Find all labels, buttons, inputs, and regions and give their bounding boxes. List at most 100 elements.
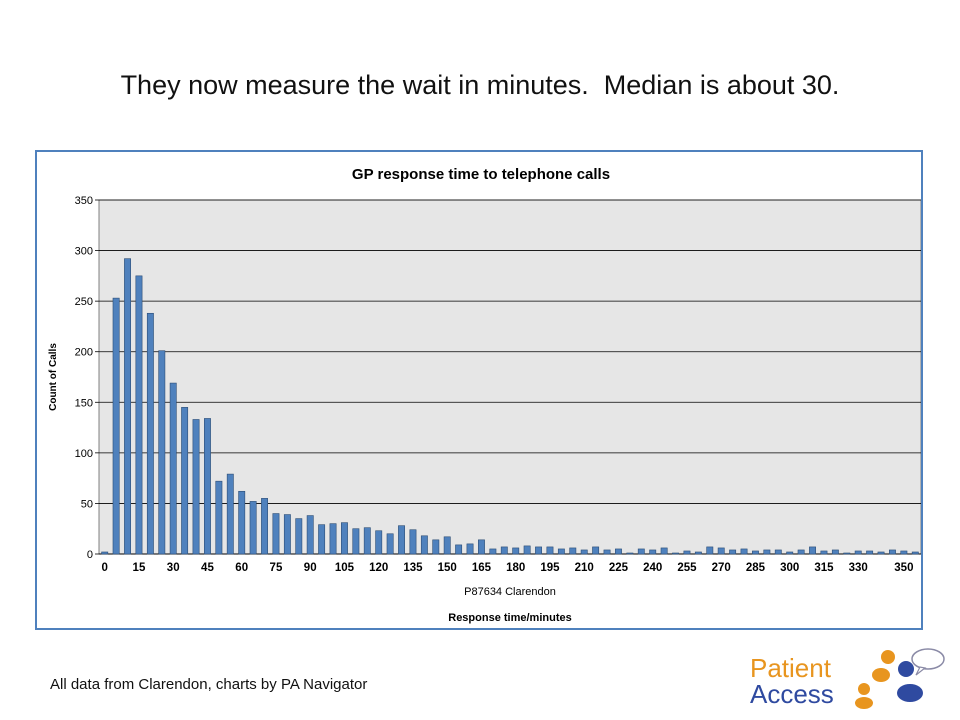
plot-background (98, 199, 921, 555)
bar (580, 549, 588, 555)
bar (420, 535, 428, 555)
bar (557, 548, 565, 555)
bar (318, 524, 326, 555)
slide-title: They now measure the wait in minutes. Me… (120, 70, 840, 100)
chart-frame: GP response time to telephone calls 0 50 1… (35, 150, 923, 630)
people-speech-bubble-icon (855, 648, 945, 709)
bar (489, 548, 497, 555)
x-tick-label: 255 (677, 562, 697, 574)
bar (729, 549, 737, 555)
bar (740, 548, 748, 555)
x-tick-label: 300 (780, 562, 799, 574)
category-label: P87634 Clarendon (464, 586, 556, 598)
x-tick-label: 350 (894, 562, 913, 574)
bar (204, 418, 211, 555)
y-tick-label: 250 (75, 296, 93, 308)
bar (455, 544, 463, 555)
x-tick-label: 90 (304, 562, 317, 574)
x-tick-label: 315 (814, 562, 834, 574)
bar (306, 515, 314, 555)
bar (843, 552, 851, 555)
bar (774, 549, 782, 555)
logo-text-patient: Patient (750, 653, 831, 683)
x-tick-label: 30 (167, 562, 180, 574)
x-tick-label: 225 (609, 562, 629, 574)
y-tick-label: 0 (87, 549, 93, 561)
bar (146, 312, 154, 555)
x-axis: 0 15 30 45 60 75 90 105 120 135 150 165 180 195 210 225… (99, 553, 921, 574)
x-tick-label: 240 (643, 562, 662, 574)
bar (215, 480, 223, 555)
y-tick-label: 350 (75, 195, 93, 207)
bar (135, 275, 143, 555)
x-tick-label: 15 (133, 562, 146, 574)
bar (683, 550, 691, 555)
bar (352, 528, 360, 555)
bar (900, 550, 908, 555)
bar (512, 547, 520, 555)
y-tick-label: 200 (75, 347, 93, 359)
bar (866, 550, 874, 555)
bar (261, 498, 268, 555)
bar (363, 527, 371, 555)
bar (809, 546, 816, 555)
bars (101, 258, 919, 555)
bar (329, 523, 337, 555)
bar (820, 550, 828, 555)
bar (854, 550, 862, 555)
bar (672, 552, 679, 555)
bar (466, 543, 474, 555)
x-tick-label: 75 (270, 562, 283, 574)
bar (569, 547, 577, 555)
bar (592, 546, 600, 555)
chart-title: GP response time to telephone calls (352, 166, 610, 183)
patient-access-logo: Patient Access (750, 645, 950, 715)
bar (249, 501, 257, 555)
bar (158, 350, 166, 555)
bar (535, 546, 542, 555)
bar (831, 549, 839, 555)
bar (432, 539, 440, 555)
bar (717, 547, 725, 555)
x-tick-label: 135 (403, 562, 423, 574)
bar (295, 518, 303, 555)
x-tick-label: 330 (849, 562, 868, 574)
bar (546, 546, 554, 555)
bar (112, 297, 120, 555)
bar (398, 525, 405, 555)
bar (409, 529, 417, 555)
bar (797, 549, 805, 555)
x-tick-label: 165 (472, 562, 492, 574)
bar (341, 522, 348, 555)
bar (386, 533, 394, 555)
x-tick-label: 0 (102, 562, 108, 574)
y-tick-label: 50 (81, 498, 93, 510)
bar (637, 548, 645, 555)
x-tick-label: 195 (540, 562, 560, 574)
bar (763, 549, 771, 555)
bar (694, 551, 702, 555)
bar (889, 549, 896, 555)
y-tick-label: 100 (75, 448, 93, 460)
bar (283, 514, 291, 555)
bar (626, 552, 634, 555)
bar (478, 539, 485, 555)
y-tick-label: 300 (75, 246, 93, 258)
x-tick-label: 120 (369, 562, 388, 574)
logo-text-access: Access (750, 679, 834, 709)
bar (649, 549, 657, 555)
bar (500, 546, 508, 555)
bar (911, 551, 919, 555)
x-tick-label: 60 (235, 562, 248, 574)
bar (169, 382, 177, 555)
bar (603, 549, 611, 555)
y-axis-title: Count of Calls (48, 343, 59, 411)
x-axis-title: Response time/minutes (448, 612, 571, 624)
x-tick-label: 270 (712, 562, 731, 574)
bar (226, 473, 234, 555)
bar (706, 546, 714, 555)
bar (877, 551, 885, 555)
bar (272, 513, 280, 555)
y-tick-label: 150 (75, 397, 93, 409)
bar (375, 530, 383, 555)
